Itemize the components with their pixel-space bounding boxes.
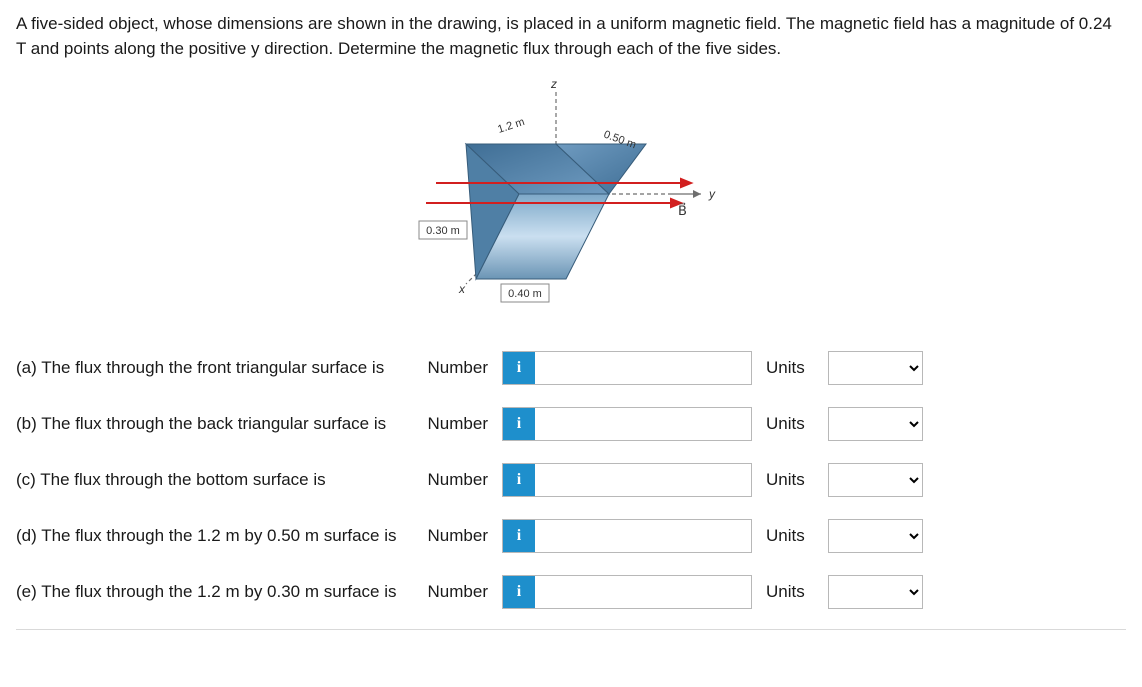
answer-row-c: (c) The flux through the bottom surface … (16, 463, 1126, 497)
answer-row-e: (e) The flux through the 1.2 m by 0.30 m… (16, 575, 1126, 609)
answer-row-d: (d) The flux through the 1.2 m by 0.50 m… (16, 519, 1126, 553)
units-label: Units (760, 412, 820, 437)
axis-x-label: x (458, 282, 466, 296)
answers-list: (a) The flux through the front triangula… (16, 351, 1126, 609)
divider (16, 629, 1126, 630)
prompt-b: (b) The flux through the back triangular… (16, 412, 406, 437)
number-input-d[interactable] (535, 520, 751, 552)
number-input-b[interactable] (535, 408, 751, 440)
number-label: Number (414, 356, 494, 381)
prompt-e: (e) The flux through the 1.2 m by 0.30 m… (16, 580, 406, 605)
info-icon[interactable]: i (503, 576, 535, 608)
figure-svg: z y x (371, 79, 771, 319)
number-input-wrap-b: i (502, 407, 752, 441)
units-label: Units (760, 468, 820, 493)
number-input-wrap-e: i (502, 575, 752, 609)
number-input-wrap-d: i (502, 519, 752, 553)
number-label: Number (414, 580, 494, 605)
number-label: Number (414, 524, 494, 549)
units-select-c[interactable] (828, 463, 923, 497)
prompt-a: (a) The flux through the front triangula… (16, 356, 406, 381)
axis-z-label: z (550, 79, 557, 91)
info-icon[interactable]: i (503, 352, 535, 384)
number-input-wrap-a: i (502, 351, 752, 385)
info-icon[interactable]: i (503, 408, 535, 440)
number-input-e[interactable] (535, 576, 751, 608)
figure-container: z y x (16, 79, 1126, 327)
units-label: Units (760, 356, 820, 381)
info-icon[interactable]: i (503, 464, 535, 496)
units-label: Units (760, 524, 820, 549)
dim-0-30: 0.30 m (426, 225, 460, 237)
answer-row-a: (a) The flux through the front triangula… (16, 351, 1126, 385)
units-label: Units (760, 580, 820, 605)
answer-row-b: (b) The flux through the back triangular… (16, 407, 1126, 441)
prompt-c: (c) The flux through the bottom surface … (16, 468, 406, 493)
question-text: A five-sided object, whose dimensions ar… (16, 12, 1126, 61)
b-vector-label: B⃗ (678, 203, 687, 218)
axis-y-label: y (708, 187, 716, 201)
number-label: Number (414, 412, 494, 437)
dim-0-40: 0.40 m (508, 288, 542, 300)
units-select-e[interactable] (828, 575, 923, 609)
units-select-a[interactable] (828, 351, 923, 385)
info-icon[interactable]: i (503, 520, 535, 552)
prompt-d: (d) The flux through the 1.2 m by 0.50 m… (16, 524, 406, 549)
units-select-d[interactable] (828, 519, 923, 553)
number-input-a[interactable] (535, 352, 751, 384)
units-select-b[interactable] (828, 407, 923, 441)
number-label: Number (414, 468, 494, 493)
number-input-c[interactable] (535, 464, 751, 496)
dim-1-2: 1.2 m (496, 116, 526, 136)
number-input-wrap-c: i (502, 463, 752, 497)
